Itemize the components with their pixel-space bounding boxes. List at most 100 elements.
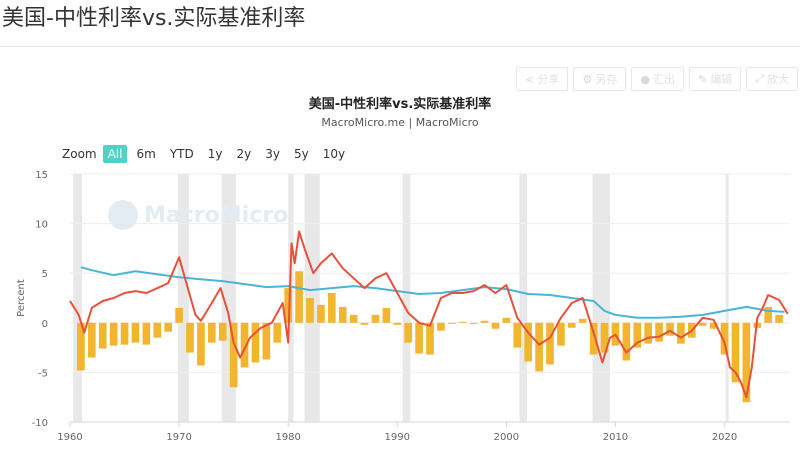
gear-icon: ⚙	[582, 72, 593, 86]
gap-bar	[415, 322, 423, 354]
save-label: 另存	[595, 73, 618, 86]
gap-bar	[273, 322, 282, 343]
recession-band	[178, 174, 189, 422]
range-10y-button[interactable]: 10y	[322, 147, 346, 161]
header-divider	[0, 46, 800, 47]
gap-bar	[589, 322, 598, 355]
recession-band	[725, 174, 729, 422]
recession-band	[73, 174, 82, 422]
watermark-text: MacroMicro	[144, 202, 289, 228]
range-all-button[interactable]: All	[102, 145, 128, 163]
expand-icon: ⤢	[755, 72, 764, 85]
range-3y-button[interactable]: 3y	[265, 147, 280, 161]
gap-bar	[360, 322, 369, 325]
gap-bar	[764, 306, 772, 323]
gap-bar	[568, 322, 576, 328]
gap-bar	[208, 322, 216, 343]
gap-bar	[742, 322, 751, 403]
share-button[interactable]: < 分享	[516, 67, 569, 91]
share-icon: <	[525, 72, 535, 86]
pencil-icon: ✎	[697, 72, 708, 86]
gap-bar	[131, 322, 140, 343]
share-label: 分享	[537, 73, 560, 86]
y-tick-label: 15	[35, 170, 48, 181]
save-button[interactable]: ⚙ 另存	[573, 67, 627, 91]
y-tick-label: 10	[35, 220, 48, 231]
gap-bar	[448, 322, 456, 324]
gap-bar	[469, 322, 478, 324]
gap-bar	[295, 271, 303, 323]
gap-bar	[502, 317, 511, 323]
chart-toolbar: < 分享 ⚙ 另存 ● 汇出 ✎ 编辑 ⤢ 放大	[516, 67, 798, 91]
x-tick-label: 2010	[603, 432, 628, 443]
gap-bar	[251, 322, 260, 363]
gap-bar	[120, 322, 129, 345]
recession-band	[519, 174, 528, 422]
gap-bar	[77, 322, 85, 371]
gap-bar	[426, 322, 434, 355]
gap-bar	[491, 322, 500, 329]
range-1y-button[interactable]: 1y	[207, 147, 223, 161]
gap-bar	[164, 322, 172, 332]
edit-label: 编辑	[710, 73, 733, 86]
range-ytd-button[interactable]: YTD	[169, 147, 194, 161]
range-5y-button[interactable]: 5y	[293, 147, 309, 161]
gap-bar	[240, 322, 249, 368]
neutral-rate-line	[80, 266, 785, 319]
recession-band	[592, 174, 610, 422]
user-icon: ●	[640, 72, 650, 86]
watermark: MacroMicro	[108, 200, 288, 230]
export-label: 汇出	[652, 73, 675, 86]
gap-bar	[404, 322, 412, 343]
gap-bar	[557, 322, 565, 346]
gap-bar	[328, 293, 336, 323]
x-tick-label: 1970	[166, 432, 191, 443]
page-title: 美国-中性利率vs.实际基准利率	[2, 6, 306, 31]
gap-bar	[109, 322, 118, 346]
gap-bar	[524, 322, 532, 362]
x-tick-label: 2020	[712, 432, 737, 443]
gap-bar	[393, 322, 402, 325]
gap-bar	[229, 322, 238, 388]
gap-bar	[284, 288, 292, 323]
gap-bar	[513, 322, 522, 348]
gap-bar	[622, 322, 631, 361]
gap-bar	[197, 322, 205, 366]
gap-bar	[88, 322, 96, 358]
real-rate-line	[69, 230, 789, 399]
x-tick-label: 1960	[57, 432, 82, 443]
gap-bar	[698, 322, 707, 326]
gap-bar	[458, 321, 467, 323]
gap-bar	[535, 322, 543, 372]
gap-bar	[142, 322, 151, 345]
y-tick-label: -10	[32, 418, 48, 429]
y-tick-label: 5	[42, 269, 48, 280]
gap-bar	[731, 322, 740, 383]
gap-bar	[633, 322, 642, 348]
export-button[interactable]: ● 汇出	[631, 67, 684, 91]
range-6m-button[interactable]: 6m	[136, 147, 156, 161]
range-2y-button[interactable]: 2y	[236, 147, 252, 161]
gap-bar	[709, 322, 718, 329]
gap-bar	[175, 307, 183, 323]
gap-bar	[153, 322, 162, 338]
gap-bar	[600, 322, 609, 353]
chart-title: 美国-中性利率vs.实际基准利率	[308, 97, 492, 112]
x-tick-label: 2000	[494, 432, 519, 443]
chart-subtitle: MacroMicro.me | MacroMicro	[321, 116, 479, 129]
gap-bar	[186, 322, 194, 353]
gap-bar	[720, 322, 729, 355]
gap-bar	[775, 314, 783, 323]
gap-bar	[666, 322, 674, 336]
fullscreen-button[interactable]: ⤢ 放大	[746, 67, 798, 91]
gap-bar	[262, 322, 271, 360]
x-tick-label: 1990	[385, 432, 410, 443]
gap-bar	[578, 318, 587, 323]
gap-bar	[437, 322, 445, 331]
gap-bar	[371, 314, 380, 323]
edit-button[interactable]: ✎ 编辑	[688, 67, 742, 91]
fullscreen-label: 放大	[767, 73, 789, 86]
gap-bar	[306, 298, 314, 323]
x-tick-label: 1980	[275, 432, 300, 443]
gap-bar	[677, 322, 685, 344]
